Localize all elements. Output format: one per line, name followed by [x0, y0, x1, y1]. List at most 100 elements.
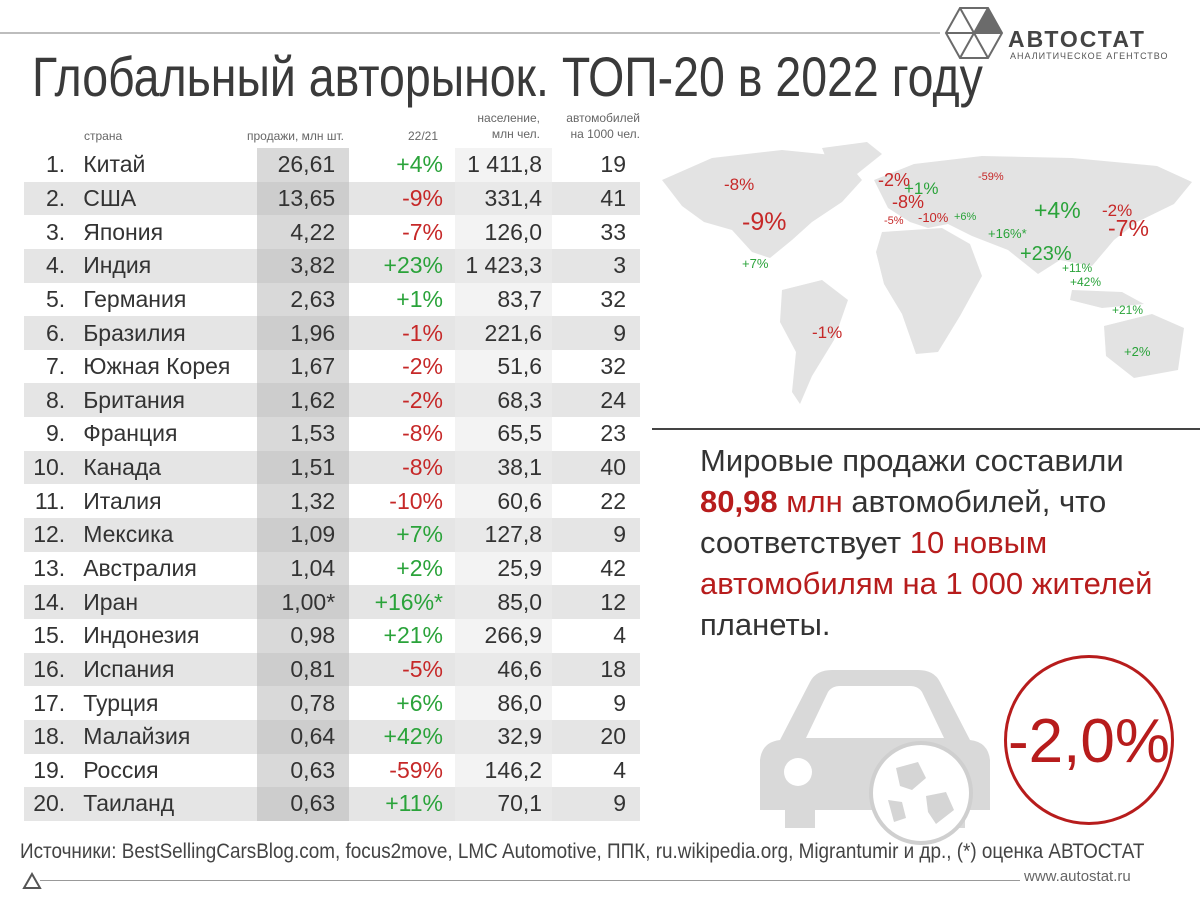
sales-cell: 2,63 — [256, 282, 350, 317]
country-cell: Франция — [83, 420, 178, 447]
sales-cell: 1,53 — [256, 417, 350, 451]
world-map: -8%-9%+7%-1%-2%+1%-8%-5% -10% +6%-59%+4% -2… — [662, 142, 1192, 404]
map-africa — [876, 228, 982, 354]
rank-cell: 14. — [24, 585, 76, 619]
logo-icon — [944, 7, 1004, 59]
sources-line: Источники: BestSellingCarsBlog.com, focu… — [20, 840, 1145, 863]
summary-value: 80,98 — [700, 484, 778, 519]
table-row: 4. Индия 3,82 +23% 1 423,3 3 — [24, 248, 640, 283]
summary-line-5: планеты. — [700, 607, 831, 642]
table-row: 14. Иран 1,00* +16%* 85,0 12 — [24, 585, 640, 619]
header-population-line1: население, — [477, 111, 540, 125]
density-cell: 9 — [552, 787, 640, 821]
rank-cell: 8. — [24, 383, 76, 418]
country-cell: Испания — [75, 652, 257, 687]
map-change-label: -59% — [978, 171, 1004, 183]
map-change-label: -10% — [918, 210, 949, 225]
rank-cell: 18. — [24, 719, 76, 754]
growth-cell: +23% — [349, 248, 455, 283]
map-change-label: -7% — [1108, 215, 1149, 241]
population-cell: 86,0 — [454, 686, 553, 720]
density-cell: 4 — [613, 622, 626, 649]
growth-cell: +1% — [396, 285, 443, 312]
table-row: 1. Китай 26,61 +4% 1 411,8 19 — [24, 148, 640, 182]
table-row: 5. Германия 2,63 +1% 83,7 32 — [24, 282, 640, 317]
table-row: 12. Мексика 1,09 +7% 127,8 9 — [24, 518, 640, 552]
bottom-rule — [40, 880, 1020, 881]
sales-cell: 0,98 — [256, 618, 350, 653]
growth-cell: +42% — [349, 719, 455, 754]
table-row: 6. Бразилия 1,96 -1% 221,6 9 — [24, 316, 640, 350]
density-cell: 3 — [552, 248, 640, 283]
growth-cell: -59% — [389, 756, 443, 783]
sales-cell: 1,32 — [256, 484, 350, 519]
density-cell: 4 — [613, 756, 626, 783]
table-row: 2. США 13,65 -9% 331,4 41 — [24, 181, 640, 216]
density-cell: 33 — [600, 218, 626, 245]
map-change-label: -8% — [724, 175, 754, 194]
sales-cell: 1,51 — [256, 450, 350, 485]
map-greenland — [822, 142, 882, 174]
population-cell: 1 411,8 — [454, 148, 553, 182]
population-cell: 266,9 — [454, 618, 553, 653]
header-country: страна — [84, 129, 123, 143]
population-cell: 85,0 — [454, 585, 553, 619]
table-row: 11. Италия 1,32 -10% 60,6 22 — [24, 484, 640, 519]
rank-cell: 7. — [46, 353, 66, 380]
map-australia — [1104, 314, 1184, 378]
density-cell: 20 — [552, 719, 640, 754]
growth-cell: -10% — [389, 487, 443, 514]
rank-cell: 13. — [33, 555, 66, 581]
country-cell: Бразилия — [75, 316, 257, 350]
map-change-label: +16%* — [988, 226, 1027, 241]
section-divider — [652, 428, 1200, 430]
rank-cell: 11. — [34, 487, 66, 514]
country-cell: Индия — [75, 248, 257, 283]
map-change-label: +21% — [1112, 303, 1143, 317]
country-cell: Таиланд — [75, 787, 257, 821]
sales-cell: 1,67 — [256, 349, 350, 384]
header-growth: 22/21 — [407, 129, 438, 143]
density-cell: 9 — [613, 689, 626, 716]
table-row: 13. Австралия 1,04 +2% 25,9 42 — [24, 551, 640, 586]
header-population-line2: млн чел. — [491, 127, 540, 141]
population-cell: 331,4 — [454, 181, 553, 216]
sales-cell: 1,04 — [256, 551, 350, 586]
population-cell: 51,6 — [454, 349, 553, 384]
header-sales: продажи, млн шт. — [247, 129, 344, 143]
header-density-line2: на 1000 чел. — [570, 127, 640, 141]
map-change-label: -9% — [742, 208, 786, 236]
map-north-america — [662, 150, 862, 258]
country-cell: Британия — [75, 383, 257, 418]
sales-cell: 1,09 — [256, 518, 350, 552]
growth-cell: +21% — [383, 622, 443, 649]
growth-cell: +11% — [349, 787, 455, 821]
rank-cell: 10. — [24, 450, 76, 485]
sales-cell: 0,64 — [256, 719, 350, 754]
map-change-label: -8% — [892, 192, 924, 212]
growth-cell: -2% — [349, 383, 455, 418]
growth-cell: +6% — [396, 689, 443, 716]
density-cell: 40 — [552, 450, 640, 485]
growth-cell: -1% — [349, 316, 455, 350]
country-cell: Россия — [83, 756, 159, 783]
population-cell: 221,6 — [454, 316, 553, 350]
density-cell: 42 — [600, 555, 626, 581]
population-cell: 1 423,3 — [454, 248, 553, 283]
table-row: 9. Франция 1,53 -8% 65,5 23 — [24, 417, 640, 451]
table-row: 10. Канада 1,51 -8% 38,1 40 — [24, 450, 640, 485]
density-cell: 32 — [600, 285, 626, 312]
population-cell: 60,6 — [454, 484, 553, 519]
country-cell: Канада — [75, 450, 257, 485]
rank-cell: 20. — [24, 787, 76, 821]
country-cell: Иран — [75, 585, 257, 619]
map-change-label: +2% — [1124, 344, 1151, 359]
density-cell: 9 — [552, 518, 640, 552]
rank-cell: 4. — [24, 248, 76, 283]
population-cell: 46,6 — [454, 652, 553, 687]
sales-cell: 0,78 — [256, 686, 350, 720]
growth-cell: +4% — [396, 151, 443, 178]
country-cell: Япония — [83, 218, 164, 245]
header-population: население, млн чел. — [440, 112, 540, 140]
map-change-label: -2% — [1102, 201, 1132, 220]
